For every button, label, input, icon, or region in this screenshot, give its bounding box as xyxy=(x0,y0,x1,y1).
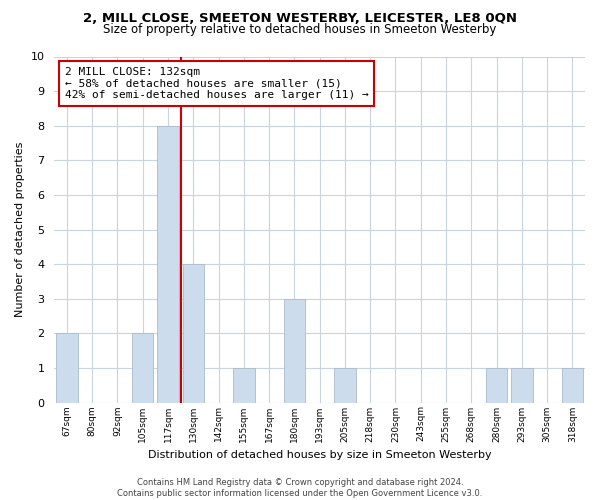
Bar xyxy=(157,126,179,402)
Bar xyxy=(334,368,356,402)
X-axis label: Distribution of detached houses by size in Smeeton Westerby: Distribution of detached houses by size … xyxy=(148,450,491,460)
Text: 2 MILL CLOSE: 132sqm
← 58% of detached houses are smaller (15)
42% of semi-detac: 2 MILL CLOSE: 132sqm ← 58% of detached h… xyxy=(65,67,368,100)
Bar xyxy=(284,298,305,403)
Y-axis label: Number of detached properties: Number of detached properties xyxy=(15,142,25,317)
Bar xyxy=(132,334,154,402)
Bar xyxy=(562,368,583,402)
Bar xyxy=(182,264,204,402)
Bar xyxy=(233,368,254,402)
Text: 2, MILL CLOSE, SMEETON WESTERBY, LEICESTER, LE8 0QN: 2, MILL CLOSE, SMEETON WESTERBY, LEICEST… xyxy=(83,12,517,26)
Bar xyxy=(511,368,533,402)
Text: Size of property relative to detached houses in Smeeton Westerby: Size of property relative to detached ho… xyxy=(103,22,497,36)
Bar xyxy=(56,334,77,402)
Bar xyxy=(486,368,507,402)
Text: Contains HM Land Registry data © Crown copyright and database right 2024.
Contai: Contains HM Land Registry data © Crown c… xyxy=(118,478,482,498)
